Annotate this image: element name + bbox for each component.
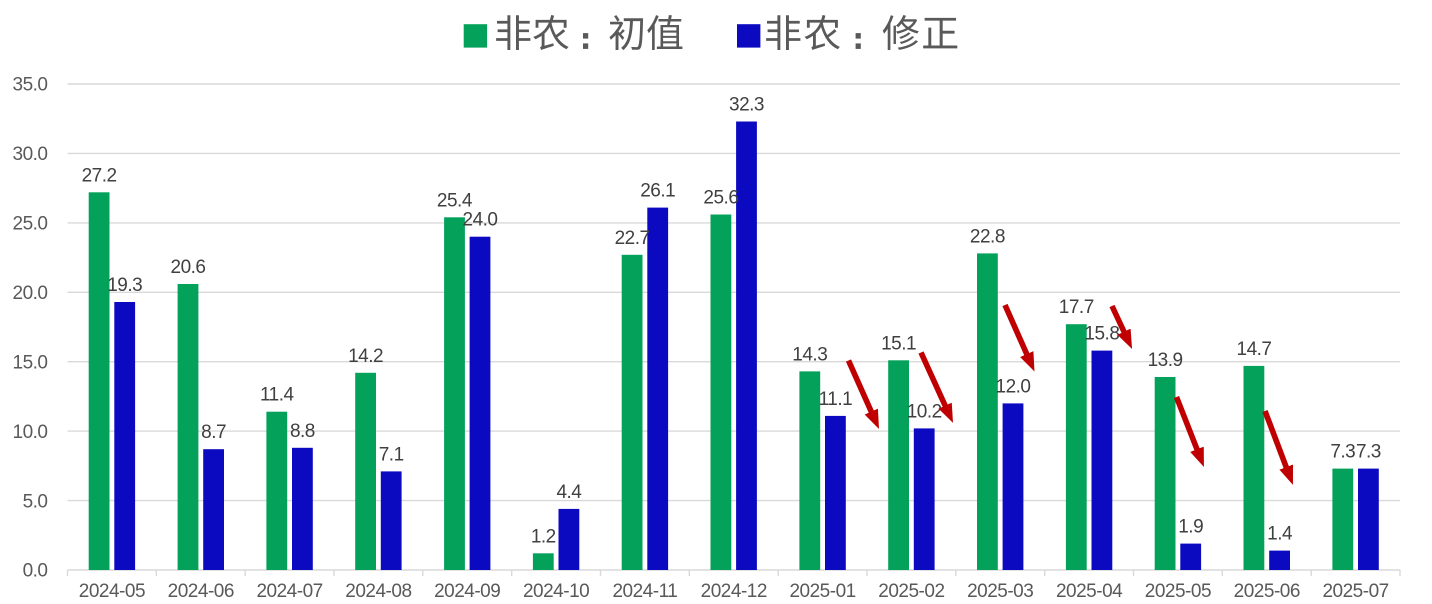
svg-text:10.2: 10.2 [907,401,942,422]
svg-text:2024-10: 2024-10 [523,581,589,602]
svg-text:11.4: 11.4 [260,385,295,406]
svg-text:8.8: 8.8 [290,421,315,442]
svg-text:24.0: 24.0 [463,210,498,231]
svg-text:2025-01: 2025-01 [789,581,855,602]
svg-text:1.2: 1.2 [531,526,556,547]
svg-text:2024-11: 2024-11 [612,581,677,602]
svg-text:35.0: 35.0 [13,75,48,96]
svg-text:19.3: 19.3 [107,275,142,296]
svg-text:10.0: 10.0 [13,422,48,443]
svg-text:27.2: 27.2 [82,165,117,186]
svg-text:2025-06: 2025-06 [1234,581,1300,602]
svg-text:1.9: 1.9 [1178,517,1203,538]
svg-text:14.2: 14.2 [348,346,383,367]
svg-text:25.4: 25.4 [437,190,473,211]
svg-text:22.8: 22.8 [970,226,1005,247]
svg-text:7.3: 7.3 [1330,442,1355,463]
svg-text:2024-05: 2024-05 [79,581,145,602]
svg-text:7.3: 7.3 [1356,442,1381,463]
svg-text:4.4: 4.4 [556,482,582,503]
svg-text:5.0: 5.0 [23,491,48,512]
svg-text:17.7: 17.7 [1059,297,1094,318]
svg-text:30.0: 30.0 [13,144,48,165]
svg-text:22.7: 22.7 [615,228,650,249]
svg-text:20.6: 20.6 [171,257,206,278]
svg-text:12.0: 12.0 [996,376,1031,397]
svg-text:25.6: 25.6 [703,188,738,209]
svg-text:2024-08: 2024-08 [345,581,411,602]
svg-text:2025-07: 2025-07 [1322,581,1388,602]
svg-text:2024-09: 2024-09 [434,581,500,602]
svg-text:20.0: 20.0 [13,283,48,304]
svg-text:1.4: 1.4 [1267,524,1293,545]
svg-text:2025-03: 2025-03 [967,581,1033,602]
svg-text:2024-07: 2024-07 [256,581,322,602]
svg-text:7.1: 7.1 [379,444,404,465]
svg-text:2025-02: 2025-02 [878,581,944,602]
svg-text:2024-06: 2024-06 [168,581,234,602]
svg-text:2025-05: 2025-05 [1145,581,1211,602]
svg-text:26.1: 26.1 [640,181,675,202]
svg-text:15.1: 15.1 [881,333,916,354]
svg-text:11.1: 11.1 [819,389,853,410]
svg-text:2025-04: 2025-04 [1056,581,1123,602]
svg-text:32.3: 32.3 [729,95,764,116]
svg-text:8.7: 8.7 [201,422,226,443]
svg-text:13.9: 13.9 [1148,350,1183,371]
svg-text:14.7: 14.7 [1237,339,1272,360]
svg-text:14.3: 14.3 [792,344,827,365]
svg-text:15.8: 15.8 [1084,324,1119,345]
svg-text:25.0: 25.0 [13,214,48,235]
svg-text:0.0: 0.0 [23,561,48,582]
svg-text:2024-12: 2024-12 [701,581,767,602]
svg-text:15.0: 15.0 [13,352,48,373]
